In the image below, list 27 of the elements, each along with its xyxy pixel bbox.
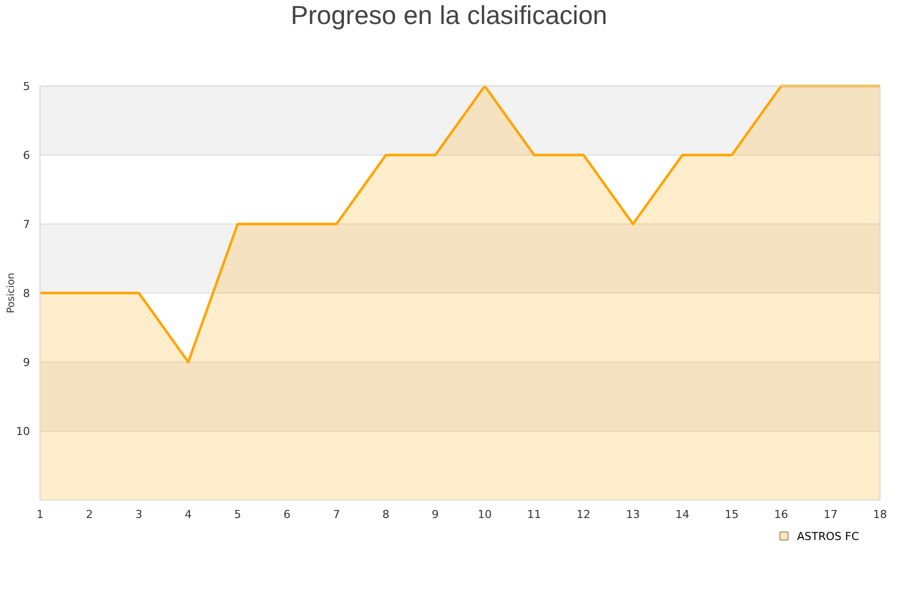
y-tick-label: 9 xyxy=(23,356,30,369)
x-tick-label: 17 xyxy=(824,508,838,521)
y-tick-label: 10 xyxy=(16,424,30,438)
x-tick-label: 2 xyxy=(86,508,93,521)
y-axis-title: Posicion xyxy=(6,272,17,314)
x-tick-label: 3 xyxy=(135,508,142,521)
x-tick-label: 13 xyxy=(626,508,640,521)
y-tick-label: 7 xyxy=(23,218,30,231)
x-tick-label: 12 xyxy=(576,508,591,521)
x-tick-label: 7 xyxy=(332,508,340,521)
x-tick-label: 15 xyxy=(724,508,739,521)
x-tick-label: 6 xyxy=(284,508,291,521)
y-tick-label: 5 xyxy=(23,80,30,93)
x-tick-label: 16 xyxy=(774,508,788,521)
y-tick-label: 8 xyxy=(23,286,30,300)
x-tick-label: 11 xyxy=(527,508,542,521)
x-tick-label: 10 xyxy=(478,508,492,521)
x-tick-label: 1 xyxy=(36,508,44,521)
y-tick-label: 6 xyxy=(23,148,30,162)
x-tick-label: 4 xyxy=(184,508,192,521)
chart-title: Progreso en la clasificacion xyxy=(290,0,608,30)
x-tick-label: 14 xyxy=(675,508,690,521)
x-tick-label: 18 xyxy=(873,508,887,521)
x-tick-label: 9 xyxy=(432,508,439,521)
x-tick-label: 8 xyxy=(382,508,390,521)
x-tick-label: 5 xyxy=(234,508,242,521)
legend-label: ASTROS FC xyxy=(797,530,860,543)
